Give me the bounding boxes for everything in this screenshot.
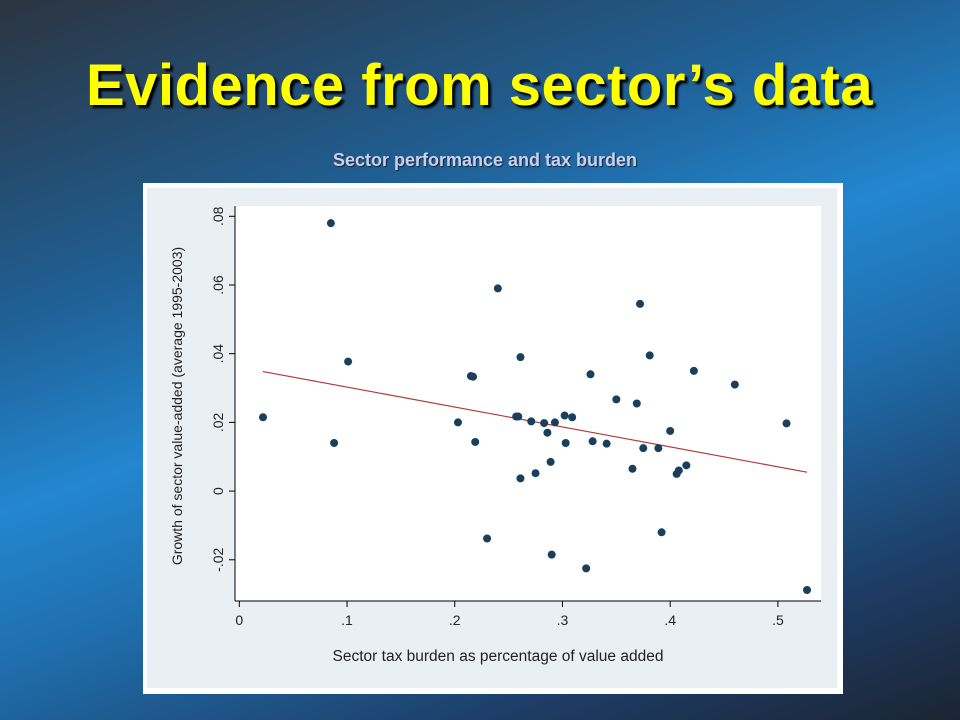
data-point [674,466,683,475]
data-point [543,428,552,437]
data-point [682,461,691,470]
data-point [547,550,556,559]
data-point [666,426,675,435]
data-point [516,353,525,362]
data-point [645,351,654,360]
data-point [483,534,492,543]
data-point [588,437,597,446]
chart-frame: 0 .1 .2 .3 .4 .5 -.02 0 .02 .04 .06 .08 Sector tax… [143,183,843,694]
y-tick-label: -.02 [210,548,226,572]
scatter-chart: 0 .1 .2 .3 .4 .5 -.02 0 .02 .04 .06 .08 Sector tax… [147,188,837,688]
x-tick-label: .2 [449,612,461,628]
y-tick-label: 0 [210,487,226,495]
data-point [516,474,525,483]
data-point [628,464,637,473]
x-tick-label: .1 [341,612,353,628]
data-point [560,411,569,420]
chart-title: Sector performance and tax burden [332,150,638,170]
data-point [632,399,641,408]
data-point [561,439,570,447]
x-axis-label: Sector tax burden as percentage of value… [333,648,664,665]
y-tick-label: .08 [210,206,226,226]
plot-area [235,206,821,601]
data-point [469,372,478,381]
data-point [568,413,577,422]
data-point [344,357,353,366]
x-axis-ticks: 0 .1 .2 .3 .4 .5 [235,601,784,628]
y-axis-label: Growth of sector value-added (average 19… [169,247,185,565]
data-point [802,586,811,595]
data-point [546,457,555,466]
y-tick-label: .06 [210,275,226,295]
data-point [330,439,339,447]
data-point [514,412,523,421]
y-axis-ticks: -.02 0 .02 .04 .06 .08 [210,206,235,572]
slide-title: Evidence from sector’s data [86,53,874,118]
data-point [639,444,648,453]
x-tick-label: .4 [664,612,676,628]
data-point [540,419,549,428]
data-point [636,299,645,308]
data-point [657,528,666,537]
y-tick-label: .02 [210,412,226,432]
data-point [531,469,540,478]
data-point [654,444,663,453]
data-point [453,418,462,427]
data-point [259,413,268,422]
data-point [689,366,698,375]
data-point [493,284,502,293]
data-point [550,418,559,427]
data-point [730,380,739,389]
data-point [586,370,595,379]
data-point [602,439,611,448]
data-point [527,417,536,426]
data-point [326,219,335,228]
data-point [582,564,591,573]
data-point [471,437,480,446]
y-tick-label: .04 [210,344,226,364]
x-tick-label: .5 [772,612,784,628]
data-points [259,219,811,595]
data-point [782,419,791,428]
data-point [612,395,621,404]
x-tick-label: 0 [235,612,243,628]
x-tick-label: .3 [557,612,569,628]
